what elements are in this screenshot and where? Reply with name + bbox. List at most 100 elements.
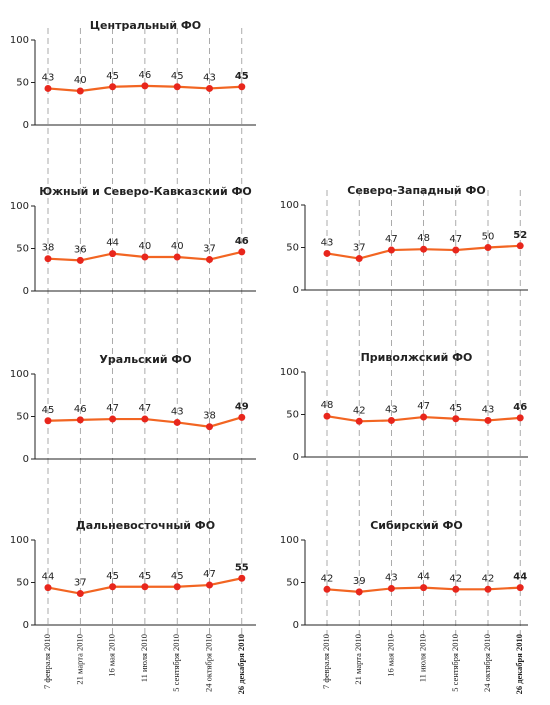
value-label: 42 [321, 573, 334, 584]
panel-title: Южный и Северо-Кавказский ФО [39, 185, 252, 198]
value-label: 45 [449, 403, 462, 414]
point [173, 253, 181, 261]
point [355, 417, 363, 425]
value-label: 47 [139, 403, 152, 414]
point [238, 83, 246, 91]
x-tick-label: 21 марта 2010 [353, 634, 363, 685]
point [420, 413, 428, 421]
value-label: 47 [385, 234, 398, 245]
panel-title: Сибирский ФО [370, 519, 463, 532]
y-tick-label: 0 [23, 286, 29, 297]
point [206, 256, 213, 264]
point [387, 246, 395, 254]
value-label: 40 [171, 241, 184, 252]
value-label: 45 [42, 405, 55, 416]
x-tick-label: 21 марта 2010 [74, 634, 84, 685]
value-label: 42 [353, 405, 366, 416]
point [420, 245, 428, 253]
point [238, 248, 246, 256]
point [44, 84, 52, 92]
point [355, 255, 363, 263]
point [323, 412, 331, 420]
y-tick-label: 50 [16, 578, 29, 589]
value-label: 50 [482, 232, 495, 243]
x-tick-label: 24 октября 2010 [482, 634, 492, 692]
point [238, 574, 246, 582]
point [420, 584, 428, 592]
point [516, 584, 524, 592]
x-tick-label: 5 сентября 2010 [171, 634, 181, 692]
y-tick-label: 0 [293, 285, 299, 296]
value-label: 48 [417, 233, 430, 244]
value-label: 43 [203, 72, 216, 83]
point [141, 253, 149, 261]
y-tick-label: 100 [280, 535, 299, 546]
point [387, 416, 395, 424]
value-label: 45 [106, 71, 119, 82]
panel-title: Центральный ФО [90, 19, 201, 32]
value-label: 43 [321, 237, 334, 248]
point [76, 416, 84, 424]
value-label: 43 [385, 572, 398, 583]
point [452, 415, 460, 423]
guides [47, 28, 521, 638]
point [355, 588, 363, 596]
value-label: 46 [139, 70, 152, 81]
y-tick-label: 100 [280, 200, 299, 211]
x-tick-label: 16 мая 2010 [107, 634, 117, 677]
value-label: 36 [74, 244, 87, 255]
value-label: 44 [513, 572, 527, 583]
panel-title: Дальневосточный ФО [76, 519, 215, 532]
y-tick-label: 100 [10, 35, 29, 46]
value-label: 39 [353, 576, 366, 587]
x-tick-label: 26 декабря 2010 [236, 634, 246, 694]
y-tick-label: 50 [286, 578, 299, 589]
point [484, 244, 492, 251]
value-label: 45 [171, 71, 184, 82]
value-label: 42 [482, 573, 495, 584]
value-label: 55 [235, 562, 249, 573]
x-tick-label: 11 июля 2010 [418, 634, 428, 682]
value-label: 44 [42, 572, 55, 583]
x-tick-label: 11 июля 2010 [139, 634, 149, 682]
panel-title: Приволжский ФО [361, 351, 473, 364]
y-tick-label: 100 [10, 535, 29, 546]
value-label: 48 [321, 400, 334, 411]
value-label: 37 [74, 578, 87, 589]
value-label: 44 [417, 572, 430, 583]
y-tick-label: 50 [286, 243, 299, 254]
y-tick-label: 100 [280, 367, 299, 378]
value-label: 45 [235, 71, 249, 82]
point [109, 250, 117, 258]
value-label: 52 [513, 230, 527, 241]
point [452, 585, 460, 593]
point [484, 416, 492, 424]
value-label: 43 [42, 72, 55, 83]
value-label: 43 [482, 404, 495, 415]
value-label: 47 [106, 403, 119, 414]
y-tick-label: 0 [23, 454, 29, 465]
y-tick-label: 0 [23, 620, 29, 631]
point [141, 82, 149, 90]
point [452, 246, 460, 254]
value-label: 37 [353, 243, 366, 254]
y-tick-label: 50 [286, 410, 299, 421]
value-label: 38 [42, 243, 55, 254]
value-label: 47 [203, 569, 216, 580]
point [76, 256, 84, 264]
value-label: 38 [203, 411, 216, 422]
y-tick-label: 50 [16, 244, 29, 255]
x-tick-label: 26 декабря 2010 [514, 634, 524, 694]
value-label: 42 [449, 573, 462, 584]
point [173, 418, 181, 426]
y-tick-label: 0 [293, 452, 299, 463]
y-tick-label: 0 [23, 120, 29, 131]
point [109, 583, 117, 591]
point [76, 87, 84, 95]
x-tick-label: 16 мая 2010 [385, 634, 395, 677]
point [44, 255, 52, 263]
panel-title: Уральский ФО [99, 353, 191, 366]
value-label: 49 [235, 401, 249, 412]
x-tick-label: 7 февраля 2010 [321, 634, 331, 689]
point [516, 414, 524, 422]
